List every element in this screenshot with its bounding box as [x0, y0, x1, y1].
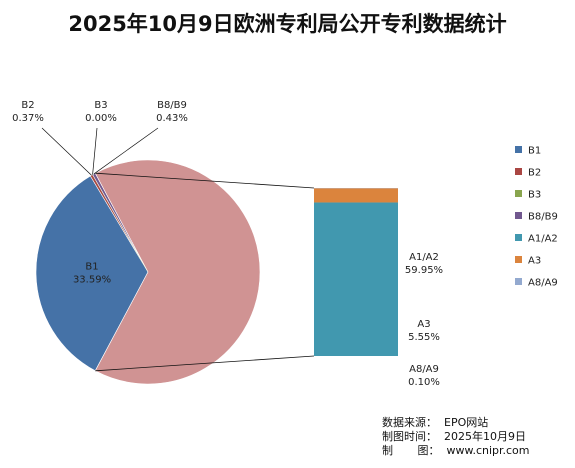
- legend-label-b3: B3: [528, 190, 541, 201]
- source-note: 数据来源： EPO网站 制图时间： 2025年10月9日 制 图： www.cn…: [382, 416, 530, 458]
- legend-item-b3: B3: [515, 190, 541, 201]
- maker-line: 制 图： www.cnipr.com: [382, 444, 530, 458]
- legend-item-b8-b9: B8/B9: [515, 212, 558, 223]
- legend-label-a3: A3: [528, 256, 541, 267]
- pie-group: [36, 160, 260, 384]
- legend-swatch-a1-a2: [515, 234, 522, 241]
- legend: B1 B2 B3 B8/B9 A1/A2 A3 A8/A9: [515, 146, 558, 289]
- legend-item-a3: A3: [515, 256, 541, 267]
- source-line: 数据来源： EPO网站: [382, 416, 530, 430]
- bar-segment-a1-a2: [314, 202, 398, 356]
- legend-label-a1-a2: A1/A2: [528, 234, 558, 245]
- legend-item-a1-a2: A1/A2: [515, 234, 558, 245]
- legend-swatch-b3: [515, 190, 522, 197]
- legend-label-b8-b9: B8/B9: [528, 212, 558, 223]
- legend-swatch-b2: [515, 168, 522, 175]
- legend-label-b1: B1: [528, 146, 541, 157]
- leader-line-b2: [42, 128, 91, 175]
- legend-label-a8-a9: A8/A9: [528, 278, 558, 289]
- data-label-b8-b9: B8/B90.43%: [156, 100, 188, 124]
- legend-swatch-a8-a9: [515, 278, 522, 285]
- data-label-a1-a2: A1/A259.95%: [405, 252, 443, 276]
- data-label-a8-a9: A8/A90.10%: [408, 364, 440, 388]
- legend-item-b1: B1: [515, 146, 541, 157]
- data-label-b3: B30.00%: [85, 100, 117, 124]
- legend-swatch-b8-b9: [515, 212, 522, 219]
- legend-item-a8-a9: A8/A9: [515, 278, 558, 289]
- legend-swatch-b1: [515, 146, 522, 153]
- legend-item-b2: B2: [515, 168, 541, 179]
- data-label-b2: B20.37%: [12, 100, 44, 124]
- legend-label-b2: B2: [528, 168, 541, 179]
- leader-line-b3: [93, 128, 97, 175]
- legend-swatch-a3: [515, 256, 522, 263]
- data-label-a3: A35.55%: [408, 319, 440, 343]
- chart-time-line: 制图时间： 2025年10月9日: [382, 430, 530, 444]
- bar-segment-a3: [314, 188, 398, 202]
